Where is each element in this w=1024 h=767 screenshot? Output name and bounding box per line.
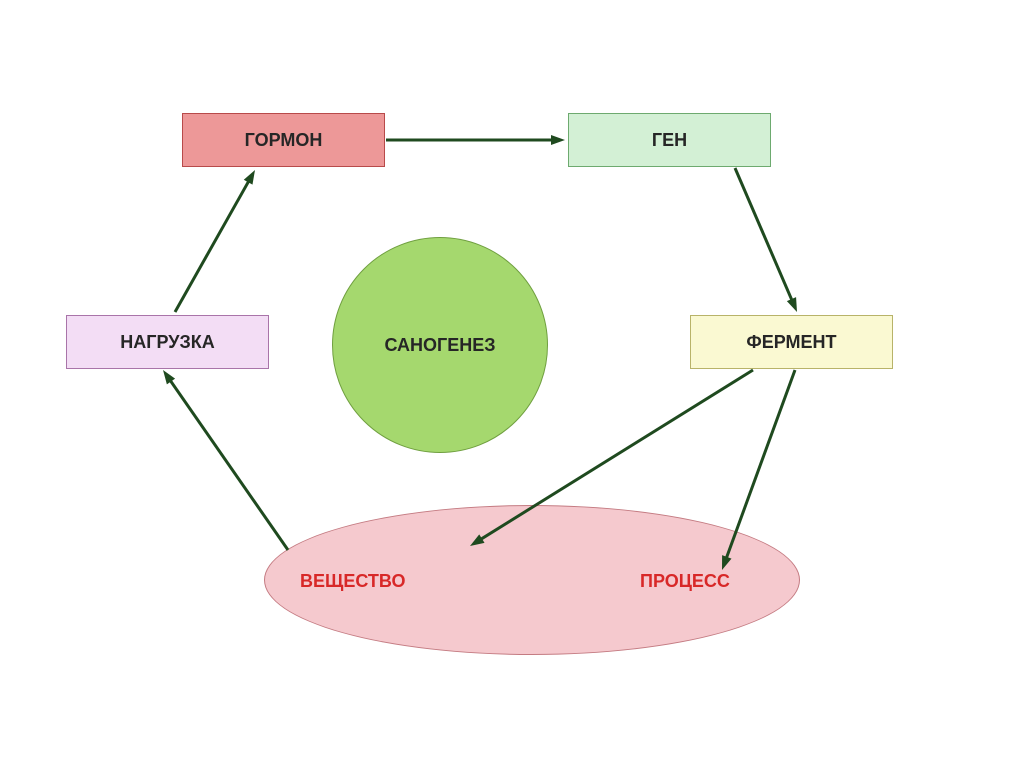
gene-box: ГЕН (568, 113, 771, 167)
load-box: НАГРУЗКА (66, 315, 269, 369)
substance-label: ВЕЩЕСТВО (300, 571, 405, 592)
process-label: ПРОЦЕСС (640, 571, 730, 592)
hormone-box: ГОРМОН (182, 113, 385, 167)
enzyme-box: ФЕРМЕНТ (690, 315, 893, 369)
sanogenesis-circle: САНОГЕНЕЗ (332, 237, 548, 453)
